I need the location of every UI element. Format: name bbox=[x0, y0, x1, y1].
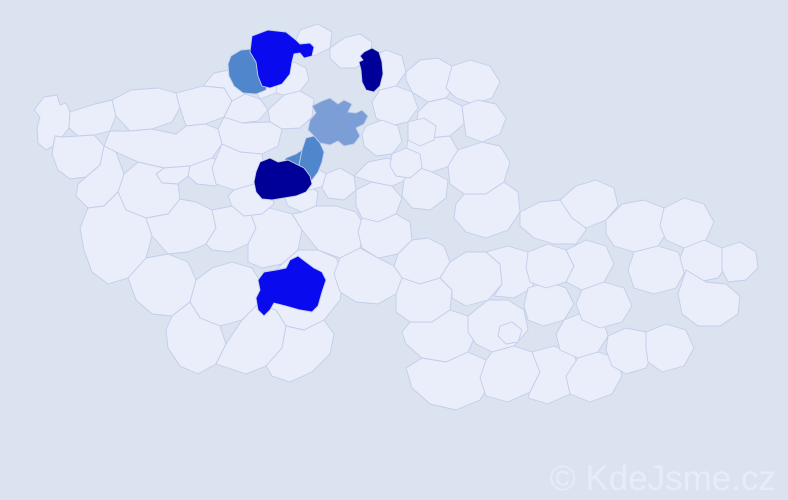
district-praha-vychod[interactable] bbox=[321, 167, 357, 201]
district-uherske-hradiste[interactable] bbox=[565, 351, 623, 403]
watermark-text: KdeJsme.cz bbox=[585, 459, 776, 498]
highlighted-district-pribram[interactable] bbox=[255, 255, 327, 317]
district-jihlava[interactable] bbox=[395, 277, 453, 323]
district-nachod[interactable] bbox=[445, 59, 501, 105]
district-bruntal[interactable] bbox=[605, 199, 671, 253]
district-karvina[interactable] bbox=[721, 241, 759, 283]
district-blansko[interactable] bbox=[485, 245, 539, 299]
district-opava[interactable] bbox=[659, 197, 715, 249]
district-nymburk-south[interactable] bbox=[389, 147, 423, 179]
district-jh-south[interactable] bbox=[265, 319, 335, 383]
district-jesenik[interactable] bbox=[559, 179, 619, 229]
district-svitavy[interactable] bbox=[453, 181, 521, 239]
highlighted-district-ceska-lipa[interactable] bbox=[249, 29, 315, 89]
district-vsetin[interactable] bbox=[645, 323, 695, 373]
district-novy-jicin[interactable] bbox=[627, 245, 687, 295]
highlighted-district-mlada-boleslav[interactable] bbox=[307, 97, 369, 147]
district-prerov[interactable] bbox=[575, 281, 633, 329]
district-brno-mesto[interactable] bbox=[497, 321, 523, 345]
district-jicin-small[interactable] bbox=[407, 117, 437, 147]
watermark: © KdeJsme.cz bbox=[550, 461, 776, 496]
district-znojmo[interactable] bbox=[405, 351, 493, 411]
district-karlovy-vary[interactable] bbox=[111, 87, 181, 132]
district-frydek-mistek[interactable] bbox=[677, 269, 741, 327]
district-layer bbox=[33, 23, 759, 411]
district-chrudim[interactable] bbox=[401, 165, 449, 211]
highlight-layer bbox=[227, 29, 384, 317]
district-rychnov[interactable] bbox=[461, 99, 507, 143]
district-zlin[interactable] bbox=[605, 327, 655, 375]
highlighted-district-kladno[interactable] bbox=[253, 157, 313, 201]
copyright-icon: © bbox=[549, 459, 576, 498]
highlighted-district-jablonec-nad-nisou[interactable] bbox=[358, 47, 384, 93]
district-breclav[interactable] bbox=[479, 345, 541, 403]
district-ostrava[interactable] bbox=[679, 239, 729, 283]
